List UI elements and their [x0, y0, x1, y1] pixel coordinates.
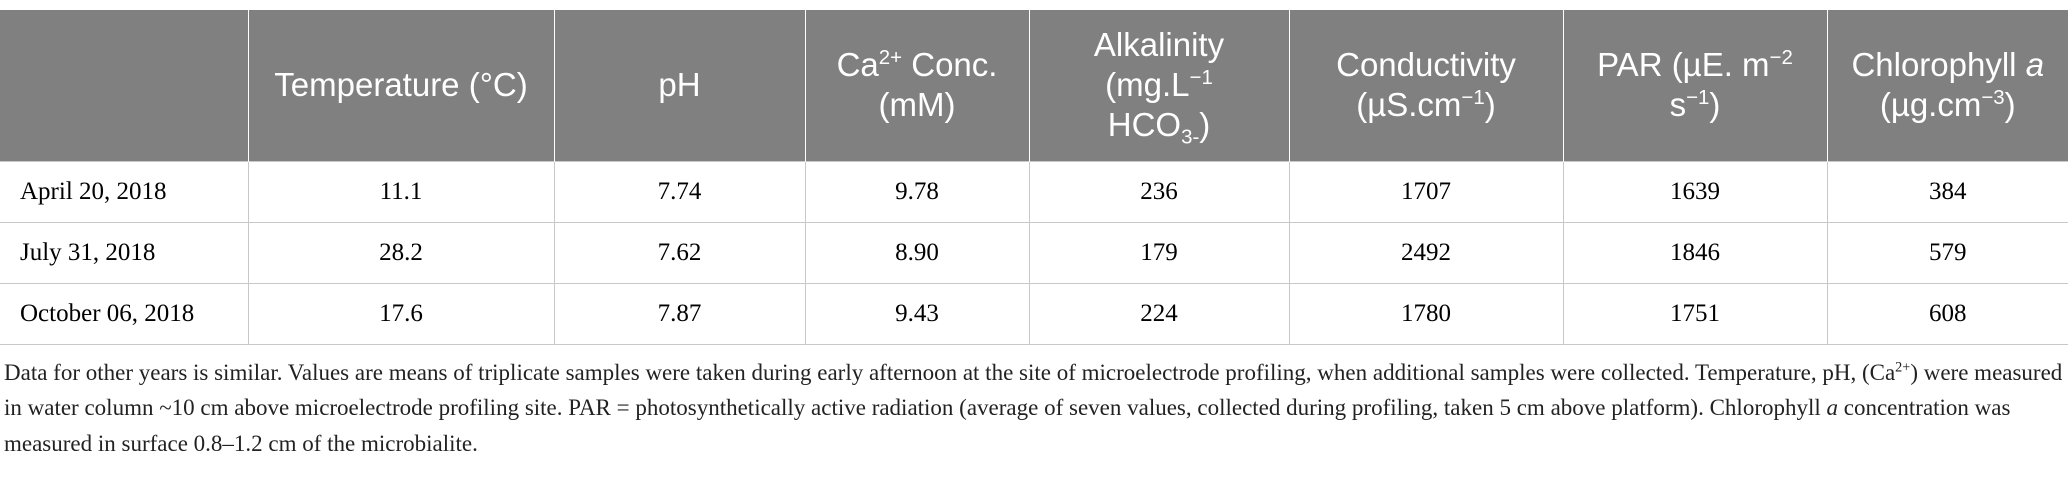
table-cell: 236 [1028, 160, 1290, 223]
table-cell: 7.62 [553, 221, 806, 284]
text-segment: Conc. (mM) [878, 46, 998, 124]
column-header: Ca2+ Conc. (mM) [804, 10, 1029, 161]
footnote: Data for other years is similar. Values … [0, 345, 2068, 462]
text-segment: a [2025, 46, 2045, 84]
table-cell: 28.2 [247, 221, 555, 284]
table-cell: 1751 [1562, 282, 1828, 345]
text-segment: pH [658, 66, 701, 104]
header-row: Temperature (°C) pH Ca2+ Conc. (mM) Alkalin… [0, 10, 2068, 161]
text-segment: Alkalinity (mg.L [1093, 26, 1225, 104]
text-segment: −1 [1686, 86, 1710, 110]
table-cell: 1639 [1562, 160, 1828, 223]
text-segment: ) [1709, 86, 1721, 124]
text-segment: Data for other years is similar. Values … [4, 359, 1896, 385]
table-row: July 31, 2018 28.2 7.62 8.90 179 2492 1846 579 [0, 221, 2068, 284]
table-row: April 20, 2018 11.1 7.74 9.78 236 1707 1639 384 [0, 160, 2068, 223]
table-cell: 17.6 [247, 282, 555, 345]
data-table: Temperature (°C) pH Ca2+ Conc. (mM) Alkalin… [0, 10, 2068, 345]
row-label: July 31, 2018 [0, 221, 249, 284]
text-segment: Chlorophyll [1851, 46, 2026, 84]
column-header: Temperature (°C) [247, 10, 554, 161]
text-segment: −1 [1461, 86, 1485, 110]
column-header: Conductivity (µS.cm−1) [1288, 10, 1563, 161]
column-header: Alkalinity (mg.L−1 HCO3-) [1028, 10, 1289, 161]
table-cell: 1780 [1288, 282, 1564, 345]
table-cell: 7.87 [553, 282, 806, 345]
table-cell: 384 [1826, 160, 2068, 223]
table-cell: 7.74 [553, 160, 806, 223]
text-segment: a [1826, 395, 1839, 420]
text-segment: 3- [1181, 125, 1200, 149]
text-segment: s [1669, 86, 1687, 124]
row-label: October 06, 2018 [0, 282, 249, 345]
table-cell: 11.1 [247, 160, 555, 223]
table-cell: 8.90 [804, 221, 1030, 284]
text-segment: ) [1199, 106, 1211, 144]
text-segment: Temperature (°C) [274, 66, 528, 104]
table-cell: 224 [1028, 282, 1290, 345]
text-segment: ) [2004, 86, 2016, 124]
text-segment: HCO [1107, 106, 1182, 144]
table-cell: 579 [1826, 221, 2068, 284]
header-corner [0, 10, 248, 161]
page: Temperature (°C) pH Ca2+ Conc. (mM) Alkalin… [0, 10, 2068, 486]
text-segment: Ca [836, 46, 879, 84]
column-header: PAR (µE. m−2 s−1) [1562, 10, 1827, 161]
table-body: April 20, 2018 11.1 7.74 9.78 236 1707 1639 384… [0, 160, 2068, 345]
text-segment: PAR (µE. m [1597, 46, 1770, 84]
text-segment: −3 [1981, 86, 2005, 110]
text-segment: 2+ [878, 46, 903, 70]
column-header: Chlorophyll a (µg.cm−3) [1826, 10, 2068, 161]
table-cell: 9.78 [804, 160, 1030, 223]
text-segment: (µg.cm [1879, 86, 1982, 124]
text-segment: −1 [1189, 66, 1213, 90]
table-cell: 608 [1826, 282, 2068, 345]
text-segment: 2+ [1895, 358, 1911, 375]
column-header: pH [553, 10, 805, 161]
table-cell: 9.43 [804, 282, 1030, 345]
text-segment: ) were measured in water column ~10 cm a… [4, 359, 2063, 421]
table-cell: 1707 [1288, 160, 1564, 223]
text-segment: concentration was measured in surface 0.… [4, 395, 2011, 456]
table-cell: 1846 [1562, 221, 1828, 284]
text-segment: −2 [1769, 46, 1793, 70]
table-cell: 179 [1028, 221, 1290, 284]
table-row: October 06, 2018 17.6 7.87 9.43 224 1780 1751 6… [0, 282, 2068, 345]
text-segment: ) [1484, 86, 1496, 124]
table-cell: 2492 [1288, 221, 1564, 284]
row-label: April 20, 2018 [0, 160, 249, 223]
text-segment: Conductivity (µS.cm [1336, 46, 1516, 124]
